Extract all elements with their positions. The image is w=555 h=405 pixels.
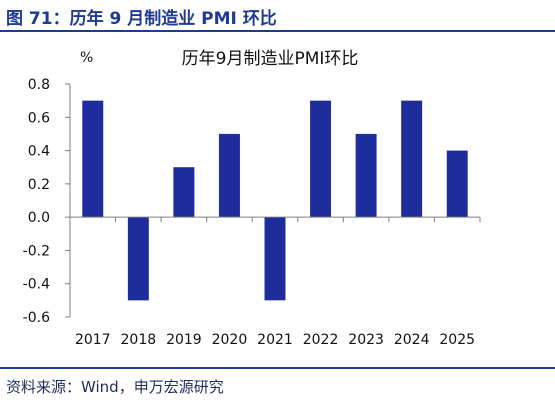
bar-2024 <box>401 100 423 218</box>
y-tick-label: -0.2 <box>23 243 50 259</box>
y-axis: 0.8 0.6 0.4 0.2 0.0 -0.2 -0.4 -0.6 <box>23 77 71 326</box>
figure-title: 图 71：历年 9 月制造业 PMI 环比 <box>6 9 277 29</box>
bar-2021 <box>264 217 286 301</box>
x-tick-label: 2025 <box>439 332 475 348</box>
x-tick-label: 2019 <box>166 332 202 348</box>
x-tick-label: 2018 <box>121 332 157 348</box>
bar-2019 <box>173 167 195 218</box>
y-tick-label: -0.6 <box>23 310 50 326</box>
x-tick-label: 2017 <box>75 332 111 348</box>
y-tick-label: 0.2 <box>28 177 50 193</box>
footer-divider <box>0 367 555 369</box>
bar-2022 <box>310 100 332 218</box>
header-divider <box>0 30 555 32</box>
chart-container: 历年9月制造业PMI环比 % 0.8 0.6 0.4 0.2 0.0 -0.2 -0.4 -0… <box>0 34 555 364</box>
bar-series <box>82 100 468 301</box>
x-tick-label: 2021 <box>257 332 293 348</box>
x-tick-label: 2022 <box>303 332 339 348</box>
y-tick-label: 0.0 <box>28 210 50 226</box>
chart-title: 历年9月制造业PMI环比 <box>182 49 359 69</box>
y-tick-label: 0.8 <box>28 77 50 93</box>
x-tick-label: 2023 <box>348 332 384 348</box>
figure-header: 图 71：历年 9 月制造业 PMI 环比 <box>0 0 555 32</box>
bar-2018 <box>127 217 149 301</box>
bar-2025 <box>446 150 468 218</box>
x-tick-label: 2024 <box>394 332 430 348</box>
y-tick-label: -0.4 <box>23 277 50 293</box>
bar-2023 <box>355 133 377 218</box>
y-axis-unit: % <box>80 50 93 66</box>
y-tick-label: 0.4 <box>28 144 50 160</box>
x-tick-label: 2020 <box>212 332 248 348</box>
x-axis: 2017 2018 2019 2020 2021 2022 2023 2024 2025 <box>69 216 481 348</box>
y-tick-label: 0.6 <box>28 110 50 126</box>
source-note: 资料来源：Wind，申万宏源研究 <box>6 378 224 396</box>
bar-chart: 历年9月制造业PMI环比 % 0.8 0.6 0.4 0.2 0.0 -0.2 -0.4 -0… <box>23 49 481 348</box>
bar-2020 <box>218 133 240 218</box>
bar-2017 <box>82 100 104 218</box>
